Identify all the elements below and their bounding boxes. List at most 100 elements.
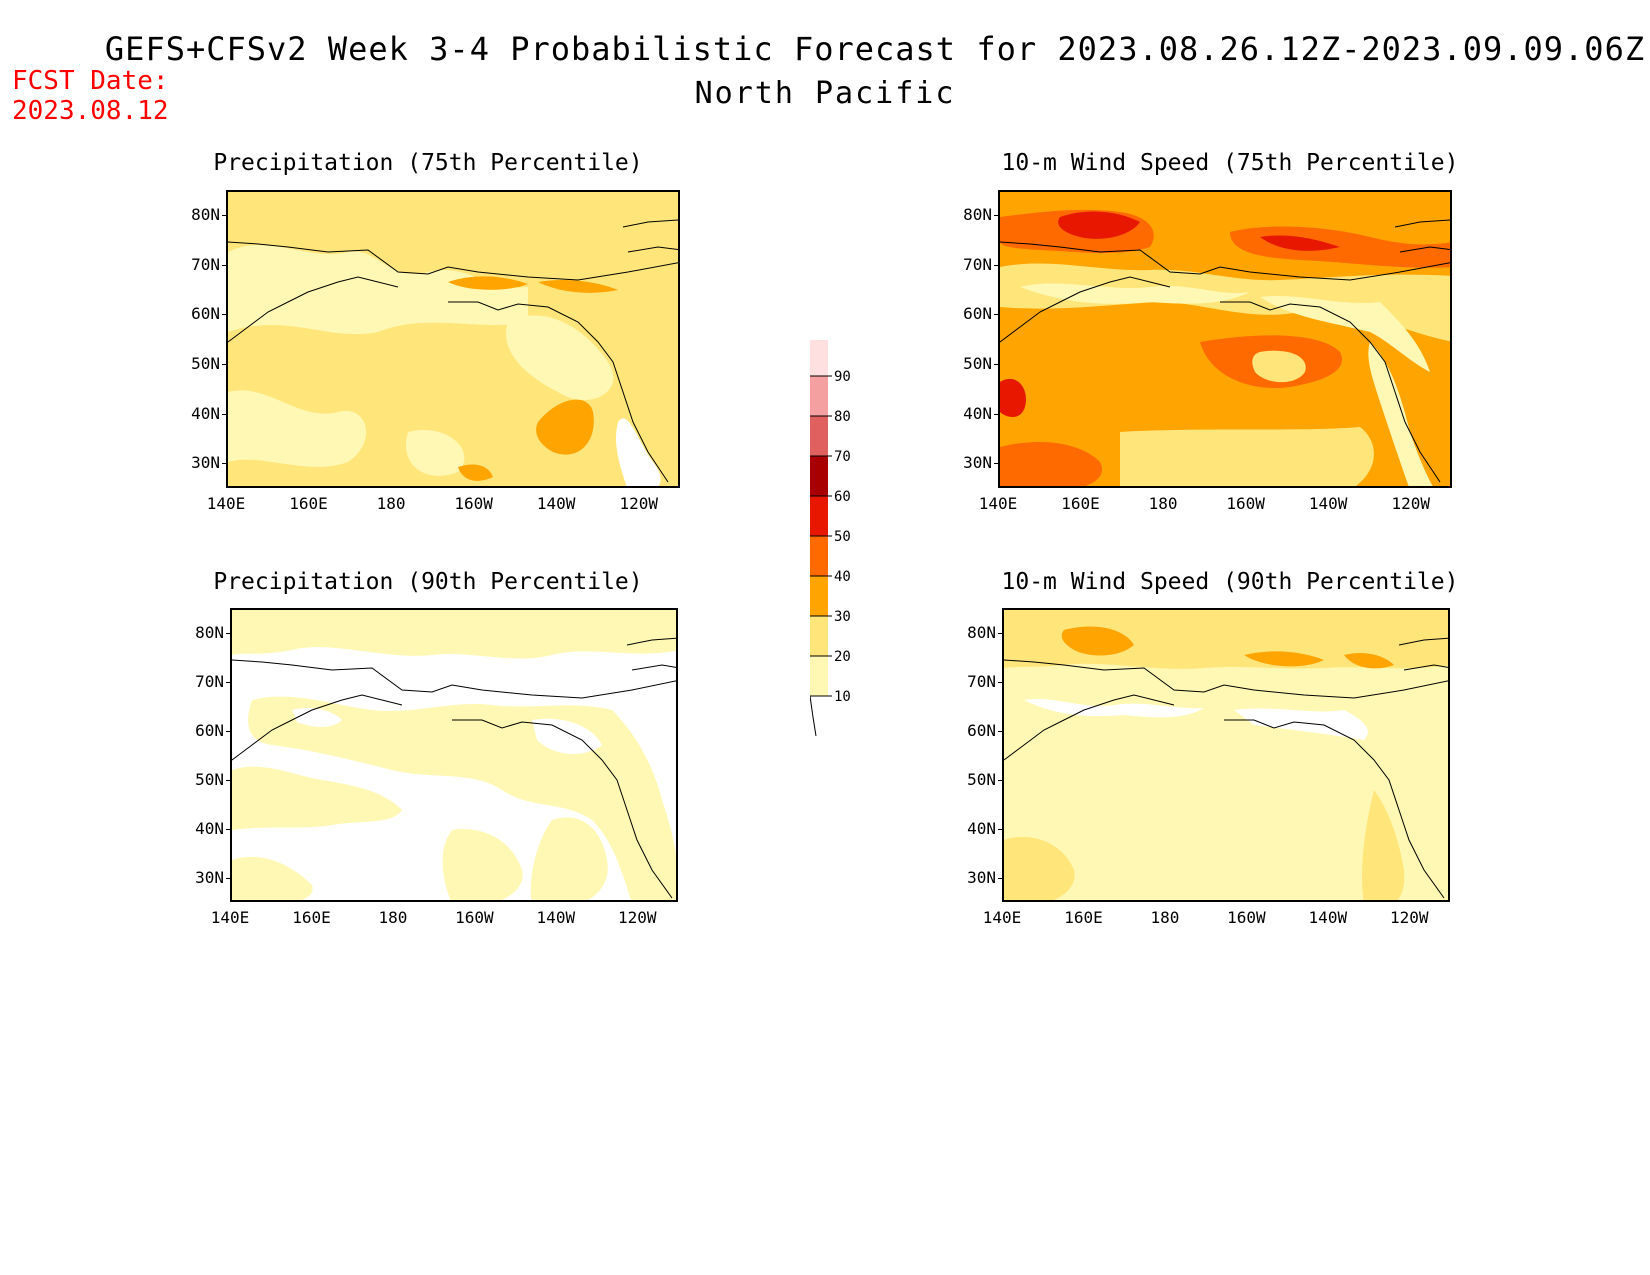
colorbar-graphic: 10 20 30 40 50 60 70 80 90 — [809, 297, 851, 737]
lon-label: 140E — [982, 908, 1022, 927]
lat-label: 60N — [967, 720, 996, 740]
lon-label: 160E — [289, 494, 328, 513]
lon-label: 120W — [619, 494, 658, 513]
lat-label: 50N — [191, 353, 220, 373]
region-subtitle: North Pacific — [694, 76, 956, 111]
lon-label: 140W — [536, 494, 576, 513]
wind-75-field — [1000, 192, 1450, 486]
lon-label: 140W — [536, 908, 576, 927]
lat-tick — [998, 730, 1004, 732]
lat-tick — [994, 363, 1000, 365]
lat-label: 50N — [963, 353, 992, 373]
lat-tick — [226, 828, 232, 830]
lat-label: 70N — [195, 671, 224, 691]
lat-tick — [998, 681, 1004, 683]
lon-label: 180 — [1150, 908, 1180, 927]
colorbar-bottom-tip — [809, 695, 817, 737]
panel-title-precip-90: Precipitation (90th Percentile) — [213, 569, 643, 595]
lat-label: 30N — [963, 453, 992, 473]
lat-tick — [998, 877, 1004, 879]
lat-label: 50N — [195, 769, 224, 789]
colorbar-label: 40 — [834, 569, 851, 585]
lon-label: 140E — [978, 494, 1018, 513]
lat-tick — [222, 314, 228, 316]
lat-tick — [994, 314, 1000, 316]
lat-tick — [994, 463, 1000, 465]
lat-tick — [998, 779, 1004, 781]
colorbar-label: 10 — [834, 689, 851, 705]
lat-label: 60N — [963, 304, 992, 324]
precip-90-field — [232, 610, 676, 900]
lat-tick — [226, 779, 232, 781]
lat-tick — [222, 363, 228, 365]
lat-label: 30N — [195, 867, 224, 887]
lat-label: 30N — [191, 453, 220, 473]
colorbar-segment — [810, 496, 828, 536]
panel-title-wind-75: 10-m Wind Speed (75th Percentile) — [1001, 150, 1459, 176]
colorbar-segment — [810, 416, 828, 456]
colorbar-segment — [810, 336, 828, 376]
colorbar-label: 70 — [834, 449, 851, 465]
colorbar-segment — [810, 456, 828, 496]
panel-title-precip-75: Precipitation (75th Percentile) — [213, 150, 643, 176]
lat-label: 30N — [967, 867, 996, 887]
colorbar-label: 50 — [834, 529, 851, 545]
precip-75-field — [228, 192, 678, 486]
lon-label: 160E — [1061, 494, 1100, 513]
colorbar-label: 30 — [834, 609, 851, 625]
map-wind-90 — [1002, 608, 1450, 902]
lat-label: 40N — [967, 818, 996, 838]
map-precip-90 — [230, 608, 678, 902]
lon-label: 140W — [1308, 494, 1348, 513]
lon-label: 140E — [206, 494, 246, 513]
forecast-date-block: FCST Date: 2023.08.12 — [12, 66, 169, 126]
map-precip-75 — [226, 190, 680, 488]
lat-label: 80N — [967, 622, 996, 642]
lat-tick — [222, 264, 228, 266]
fcst-date-value: 2023.08.12 — [12, 96, 169, 126]
lat-label: 40N — [191, 403, 220, 423]
lat-label: 40N — [963, 403, 992, 423]
lat-tick — [994, 214, 1000, 216]
lat-tick — [222, 214, 228, 216]
lat-label: 80N — [963, 204, 992, 224]
lon-label: 120W — [1391, 494, 1430, 513]
lat-label: 70N — [191, 254, 220, 274]
lat-tick — [998, 632, 1004, 634]
lon-label: 160E — [1064, 908, 1103, 927]
lon-label: 180 — [376, 494, 406, 513]
lon-label: 120W — [618, 908, 657, 927]
lat-tick — [998, 828, 1004, 830]
colorbar-segment — [810, 536, 828, 576]
lat-label: 40N — [195, 818, 224, 838]
lon-label: 140E — [210, 908, 250, 927]
lon-label: 160W — [1226, 494, 1265, 513]
wind-90-field — [1004, 610, 1448, 900]
lat-label: 80N — [191, 204, 220, 224]
lon-label: 160E — [292, 908, 331, 927]
lat-tick — [994, 264, 1000, 266]
colorbar-segment — [810, 616, 828, 656]
colorbar-label: 20 — [834, 649, 851, 665]
map-wind-75 — [998, 190, 1452, 488]
fcst-date-label: FCST Date: — [12, 66, 169, 96]
lat-label: 70N — [963, 254, 992, 274]
lon-label: 120W — [1390, 908, 1429, 927]
lon-label: 160W — [1227, 908, 1266, 927]
colorbar-label: 90 — [834, 369, 851, 385]
lat-label: 70N — [967, 671, 996, 691]
lon-label: 160W — [454, 494, 493, 513]
lat-tick — [226, 877, 232, 879]
lat-tick — [994, 413, 1000, 415]
colorbar-segment — [810, 576, 828, 616]
lat-tick — [226, 632, 232, 634]
page-title: GEFS+CFSv2 Week 3-4 Probabilistic Foreca… — [104, 30, 1646, 68]
lat-label: 80N — [195, 622, 224, 642]
lon-label: 160W — [455, 908, 494, 927]
colorbar-label: 80 — [834, 409, 851, 425]
colorbar-label: 60 — [834, 489, 851, 505]
lat-tick — [222, 413, 228, 415]
lon-label: 180 — [378, 908, 408, 927]
lat-tick — [226, 730, 232, 732]
lat-tick — [226, 681, 232, 683]
